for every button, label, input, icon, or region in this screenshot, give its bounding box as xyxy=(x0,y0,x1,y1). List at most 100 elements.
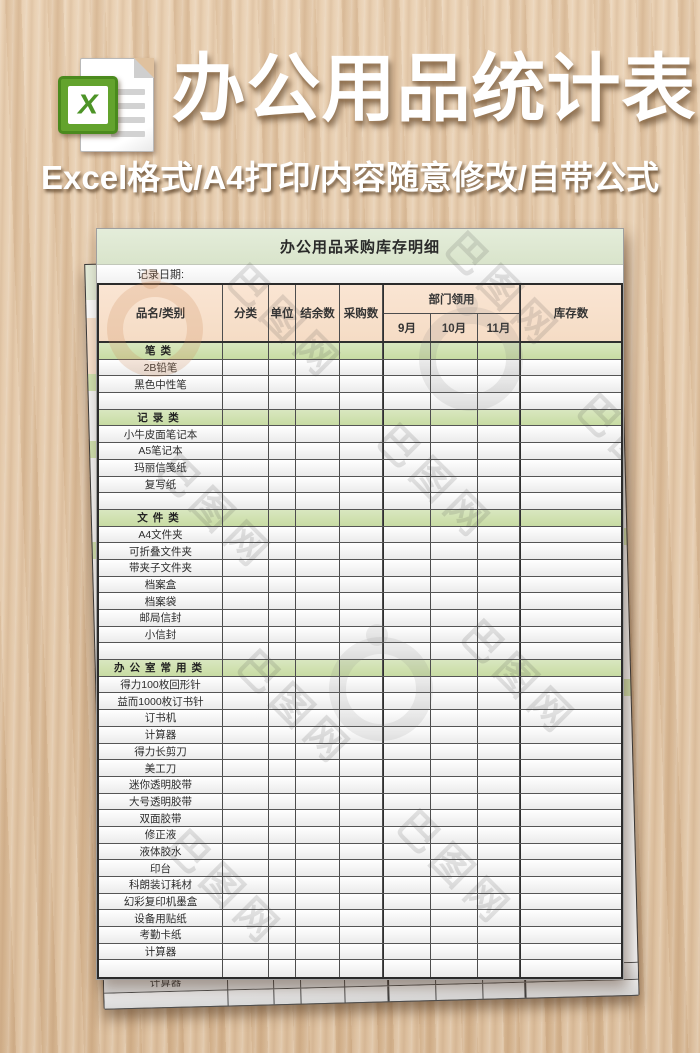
value-cell xyxy=(340,509,383,526)
row-label: 2B铅笔 xyxy=(143,362,178,375)
value-cell xyxy=(478,543,520,559)
value-cell xyxy=(431,559,478,576)
value-cell xyxy=(269,710,296,726)
value-cell xyxy=(383,877,431,893)
value-cell xyxy=(269,643,296,660)
value-cell xyxy=(478,409,520,426)
value-cell xyxy=(269,559,296,576)
value-cell xyxy=(269,776,296,793)
name-cell: 办公室常用类 xyxy=(99,660,223,676)
value-cell xyxy=(383,960,431,978)
value-cell xyxy=(296,543,340,559)
value-cell xyxy=(269,893,296,910)
value-cell xyxy=(340,943,383,960)
row-label: 可折叠文件夹 xyxy=(129,545,192,558)
value-cell xyxy=(223,843,269,860)
value-cell xyxy=(340,960,383,978)
value-cell xyxy=(340,693,383,710)
item-row: 修正液 xyxy=(99,826,621,844)
value-cell xyxy=(269,676,296,693)
table-body: 笔类 2B铅笔 黑色中性笔 记录类 小牛皮面笔记本 A5笔记本 玛丽信笺纸 复写纸 文件类 A4文… xyxy=(99,343,621,978)
item-row: 可折叠文件夹 xyxy=(99,543,621,560)
value-cell xyxy=(296,610,340,626)
column-header-month-nov: 11月 xyxy=(478,314,520,341)
row-label: 复写纸 xyxy=(144,478,177,491)
value-cell xyxy=(340,860,383,876)
row-label: 档案袋 xyxy=(144,595,177,608)
value-cell xyxy=(383,493,431,509)
value-cell xyxy=(340,559,383,576)
value-cell xyxy=(340,343,383,359)
value-cell xyxy=(269,443,296,459)
item-row: 复写纸 xyxy=(99,476,621,494)
value-cell xyxy=(520,593,621,609)
value-cell xyxy=(520,476,621,493)
value-cell xyxy=(520,893,621,910)
name-cell: A5笔记本 xyxy=(99,443,223,459)
value-cell xyxy=(520,676,621,693)
value-cell xyxy=(478,910,520,927)
value-cell xyxy=(223,443,269,459)
value-cell xyxy=(478,426,520,443)
value-cell xyxy=(223,359,269,376)
value-cell xyxy=(296,626,340,643)
value-cell xyxy=(383,643,431,660)
value-cell xyxy=(478,826,520,843)
value-cell xyxy=(431,826,478,843)
name-cell: 黑色中性笔 xyxy=(99,376,223,393)
value-cell xyxy=(478,626,520,643)
item-row: 订书机 xyxy=(99,710,621,727)
value-cell xyxy=(520,776,621,793)
value-cell xyxy=(269,843,296,860)
value-cell xyxy=(296,927,340,943)
value-cell xyxy=(431,877,478,893)
value-cell xyxy=(383,509,431,526)
value-cell xyxy=(269,693,296,710)
value-cell xyxy=(223,793,269,810)
name-cell: 档案盒 xyxy=(99,576,223,593)
excel-file-icon: X xyxy=(58,50,163,155)
value-cell xyxy=(269,877,296,893)
value-cell xyxy=(296,526,340,543)
value-cell xyxy=(296,559,340,576)
value-cell xyxy=(520,526,621,543)
value-cell xyxy=(520,643,621,660)
value-cell xyxy=(383,343,431,359)
value-cell xyxy=(383,893,431,910)
value-cell xyxy=(431,509,478,526)
value-cell xyxy=(340,426,383,443)
name-cell xyxy=(99,393,223,409)
item-row: 美工刀 xyxy=(99,760,621,777)
value-cell xyxy=(478,526,520,543)
value-cell xyxy=(431,743,478,760)
row-label: 益而1000枚订书针 xyxy=(117,695,204,708)
value-cell xyxy=(478,877,520,893)
value-cell xyxy=(431,660,478,676)
value-cell xyxy=(223,626,269,643)
row-label: 修正液 xyxy=(144,829,177,842)
value-cell xyxy=(340,927,383,943)
item-row: 得力100枚回形针 xyxy=(99,676,621,694)
value-cell xyxy=(383,593,431,609)
value-cell xyxy=(269,376,296,393)
value-cell xyxy=(296,660,340,676)
column-header-stock: 库存数 xyxy=(520,285,621,341)
value-cell xyxy=(478,676,520,693)
value-cell xyxy=(340,810,383,826)
item-row: A4文件夹 xyxy=(99,526,621,544)
value-cell xyxy=(269,910,296,927)
column-header-balance: 结余数 xyxy=(296,285,340,341)
value-cell xyxy=(520,660,621,676)
row-label: 迷你透明胶带 xyxy=(129,779,192,792)
item-row: 大号透明胶带 xyxy=(99,793,621,811)
value-cell xyxy=(478,726,520,743)
item-row: 得力长剪刀 xyxy=(99,743,621,761)
name-cell: 复写纸 xyxy=(99,476,223,493)
value-cell xyxy=(340,543,383,559)
value-cell xyxy=(296,593,340,609)
item-row: 科朗装订耗材 xyxy=(99,877,621,894)
item-row: 液体胶水 xyxy=(99,843,621,861)
value-cell xyxy=(383,626,431,643)
value-cell xyxy=(340,643,383,660)
value-cell xyxy=(383,776,431,793)
